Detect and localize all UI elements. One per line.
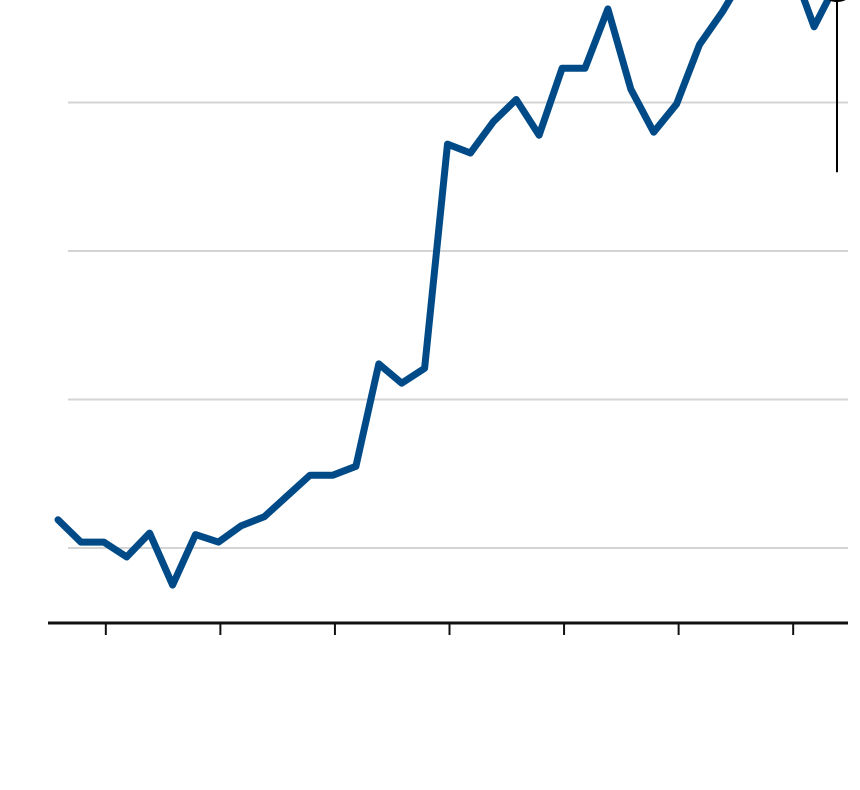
series-layer [54, 0, 832, 589]
series-line [54, 0, 832, 589]
annotation [828, 0, 846, 173]
gridlines [68, 101, 848, 549]
x-axis [48, 621, 848, 635]
